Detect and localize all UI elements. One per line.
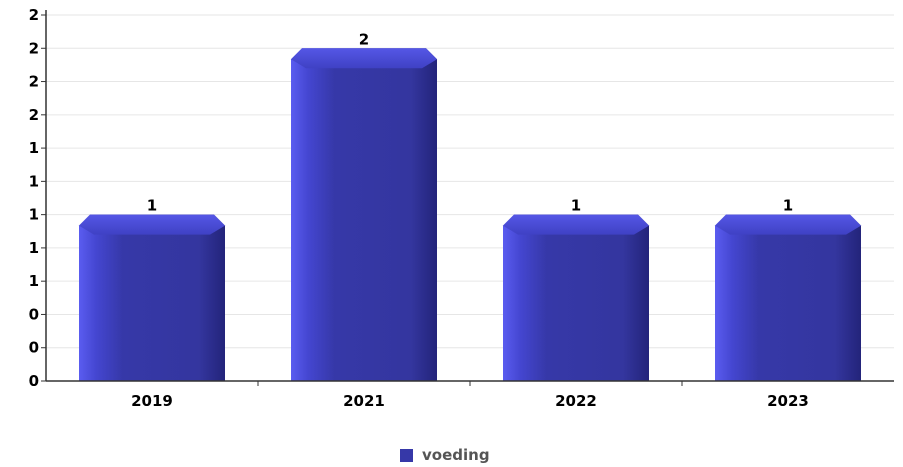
y-tick-label: 0 <box>29 339 39 357</box>
bar <box>291 48 437 381</box>
bar-top-bevel <box>291 48 437 69</box>
bar-body <box>79 214 225 381</box>
y-tick-label: 0 <box>29 305 39 323</box>
y-tick-label: 0 <box>29 372 39 390</box>
bar-body <box>503 214 649 381</box>
bar-top-bevel <box>503 214 649 235</box>
bar-top-bevel <box>79 214 225 235</box>
bar <box>79 214 225 381</box>
bar <box>503 214 649 381</box>
axes <box>41 10 894 386</box>
bar-body <box>291 48 437 381</box>
data-label: 1 <box>783 197 793 215</box>
data-label: 1 <box>147 197 157 215</box>
y-tick-label: 2 <box>29 73 39 91</box>
x-tick-label: 2023 <box>767 392 809 410</box>
y-tick-label: 1 <box>29 272 39 290</box>
y-tick-label: 1 <box>29 139 39 157</box>
bar <box>715 214 861 381</box>
y-tick-label: 2 <box>29 6 39 24</box>
bars <box>79 48 861 381</box>
x-tick-label: 2021 <box>343 392 385 410</box>
legend-swatch <box>400 448 413 462</box>
y-tick-label: 1 <box>29 206 39 224</box>
x-tick-label: 2022 <box>555 392 597 410</box>
legend: voeding <box>400 445 490 465</box>
y-tick-label: 2 <box>29 39 39 57</box>
y-tick-label: 2 <box>29 106 39 124</box>
bar-body <box>715 214 861 381</box>
x-tick-label: 2019 <box>131 392 173 410</box>
labels: 0 0 0 1 1 1 1 1 2 2 2 2 1 2019 2 2021 1 2022 1 2023 <box>29 6 809 410</box>
y-tick-label: 1 <box>29 239 39 257</box>
data-label: 1 <box>571 197 581 215</box>
y-tick-label: 1 <box>29 172 39 190</box>
bar-top-bevel <box>715 214 861 235</box>
data-label: 2 <box>359 30 369 48</box>
legend-label: voeding <box>422 446 490 464</box>
